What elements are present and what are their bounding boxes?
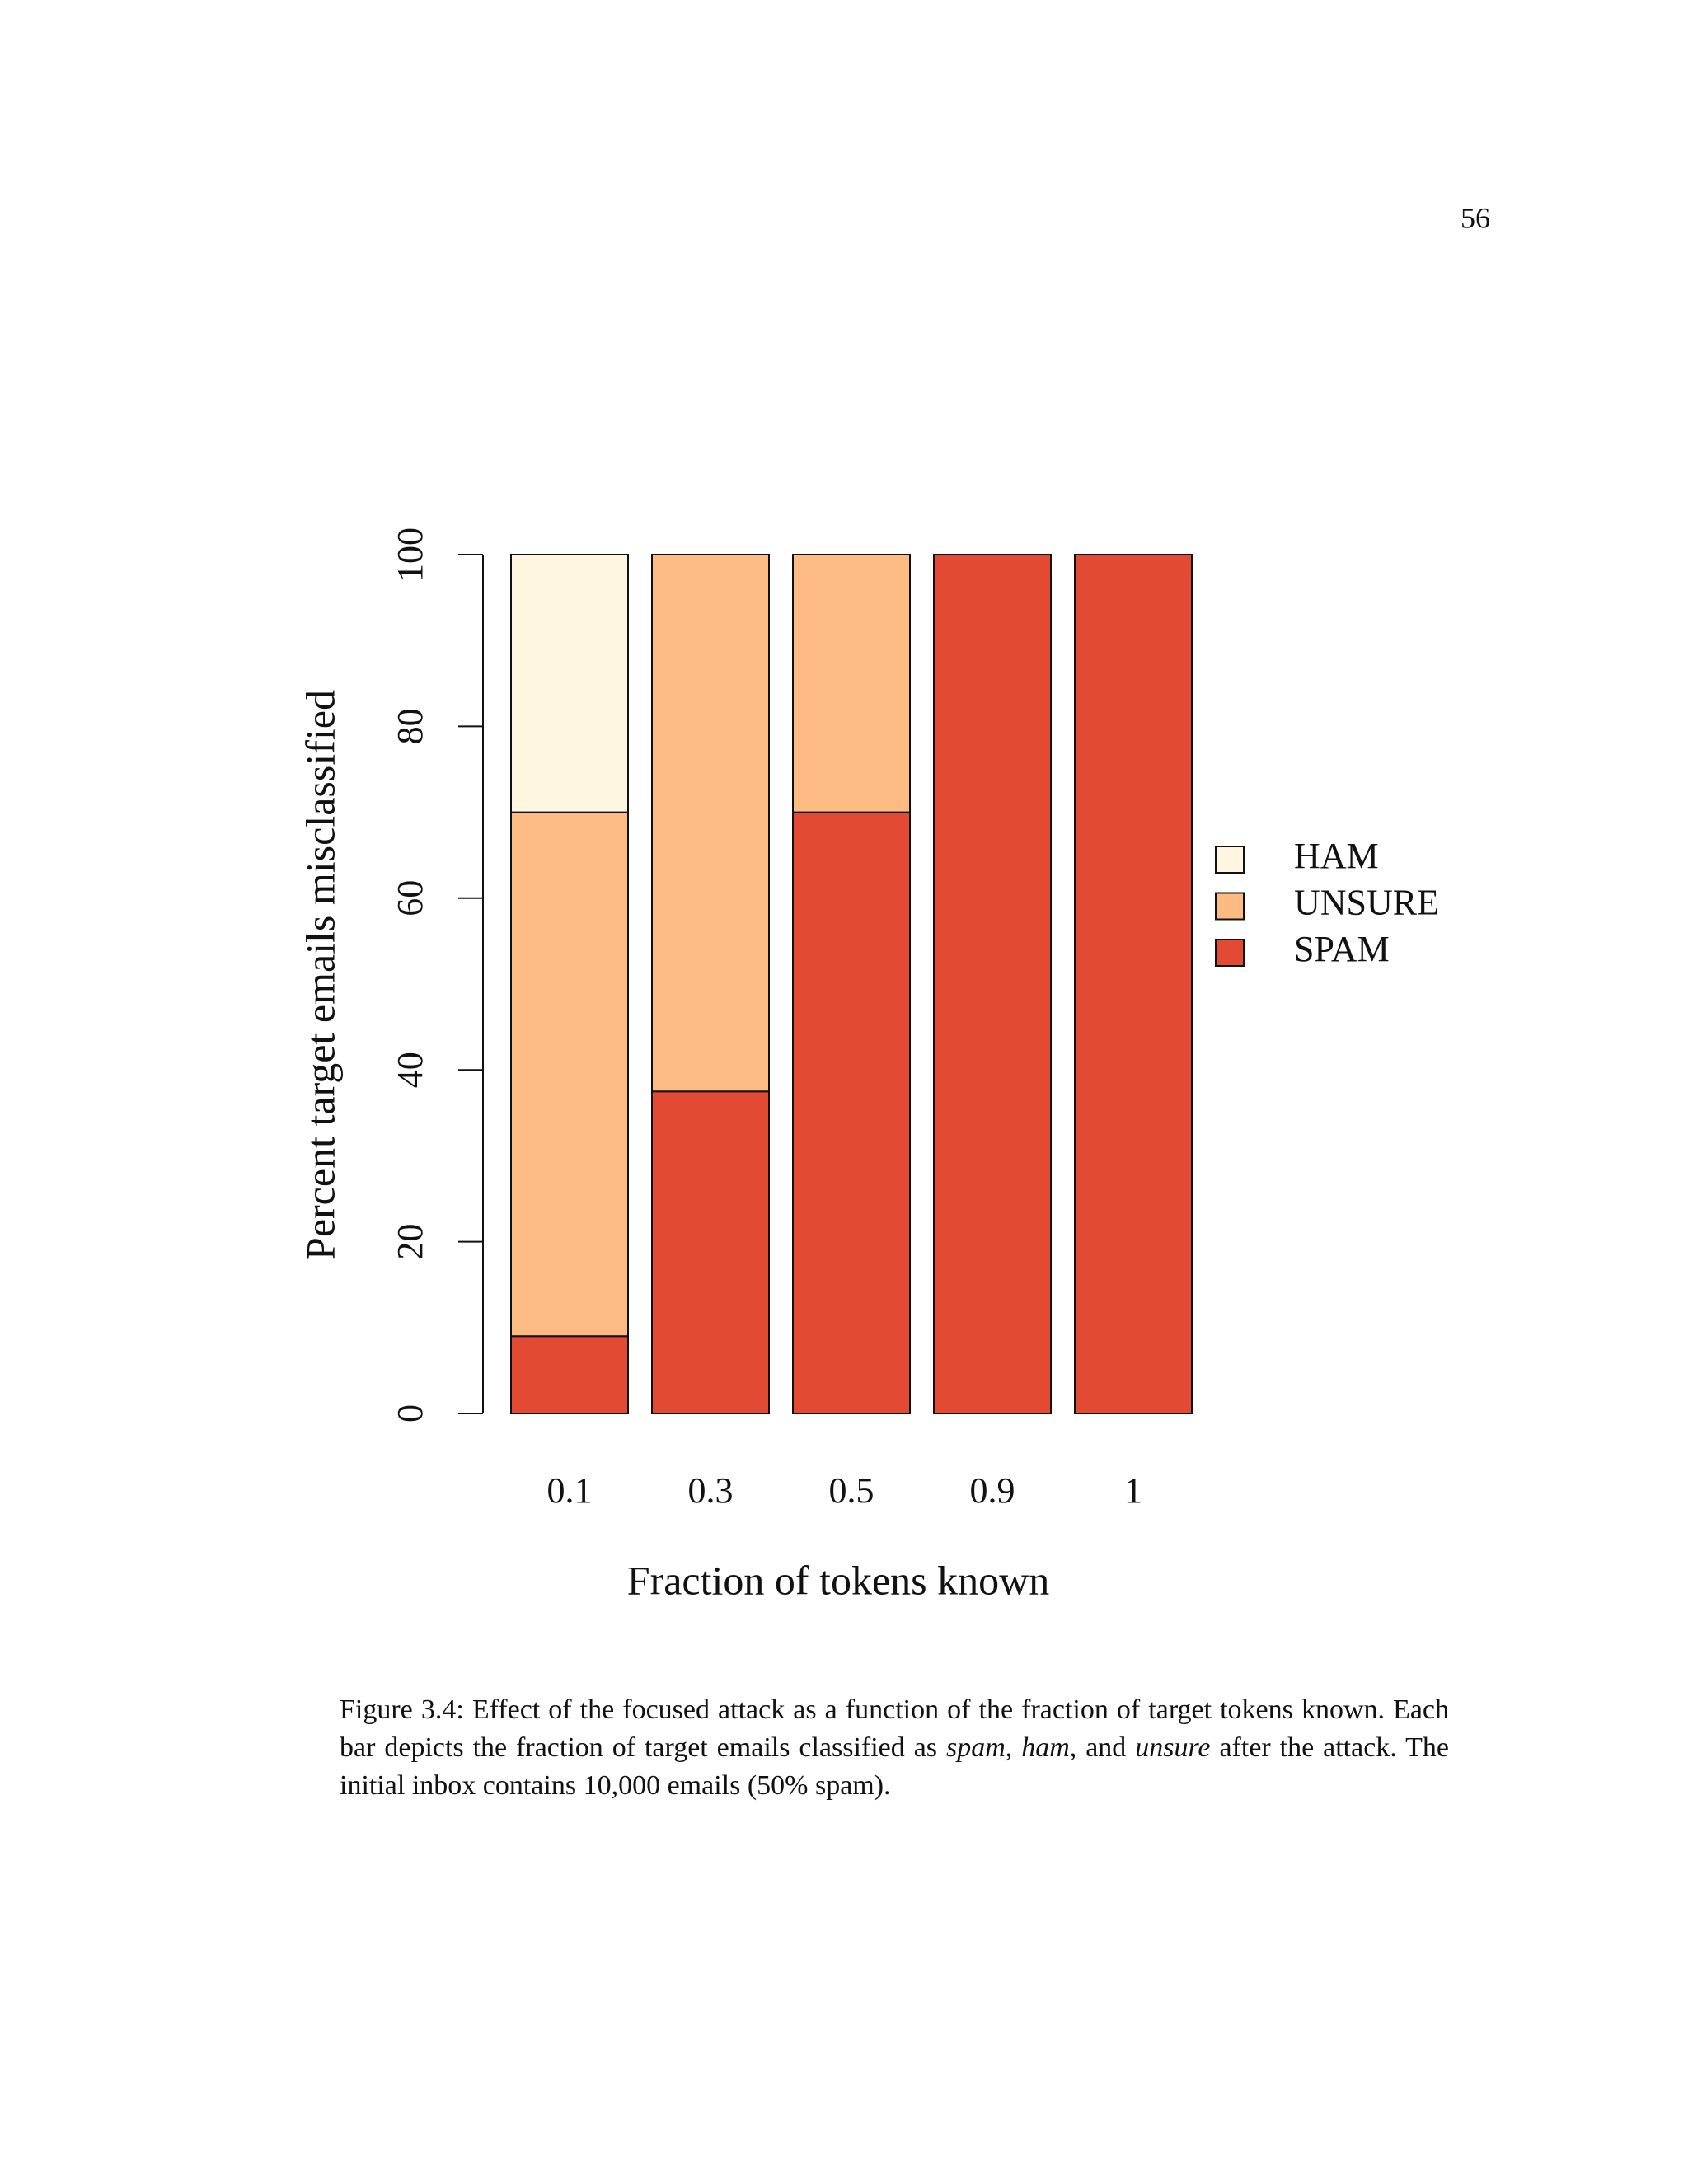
bar-segment <box>510 811 629 1338</box>
figure-caption: Figure 3.4: Effect of the focused attack… <box>340 1691 1449 1805</box>
legend-swatch <box>1215 846 1245 874</box>
legend-label: UNSURE <box>1294 883 1439 923</box>
x-tick-label: 1 <box>1124 1470 1142 1511</box>
x-tick-label: 0.5 <box>829 1470 874 1511</box>
x-tick-label: 0.3 <box>688 1470 734 1511</box>
bar-segment <box>510 554 629 813</box>
x-axis-label: Fraction of tokens known <box>627 1557 1049 1603</box>
y-tick-label: 20 <box>390 1224 430 1260</box>
bar-segment <box>651 554 770 1093</box>
caption-run: ham <box>1021 1732 1070 1763</box>
bar-segment <box>1074 554 1193 1414</box>
caption-run: , and <box>1069 1732 1136 1763</box>
y-tick-label: 60 <box>390 880 430 916</box>
bar-segment <box>510 1335 629 1414</box>
legend-swatch <box>1215 939 1245 967</box>
caption-run: Figure 3.4: Effect of the focused attack… <box>340 1694 1449 1763</box>
caption-run: spam <box>945 1732 1006 1763</box>
legend-swatch <box>1215 892 1245 921</box>
caption-run: after the attack. The initial inbox cont… <box>340 1732 1449 1801</box>
bar-segment <box>933 554 1052 1414</box>
x-tick-label: 0.9 <box>970 1470 1015 1511</box>
x-tick-label: 0.1 <box>547 1470 593 1511</box>
y-tick-label: 40 <box>390 1052 430 1088</box>
bar-segment <box>651 1090 770 1414</box>
chart: 56 Fraction of tokens known Percent targ… <box>297 201 1490 1603</box>
legend-label: SPAM <box>1294 929 1390 969</box>
caption-run: , <box>1005 1732 1022 1763</box>
y-tick-label: 0 <box>390 1404 430 1422</box>
legend-label: HAM <box>1294 836 1379 876</box>
page-number: 56 <box>1461 201 1490 234</box>
bar-segment <box>792 554 911 813</box>
caption-run: unsure <box>1135 1732 1211 1763</box>
bar-segment <box>792 811 911 1414</box>
y-axis-label: Percent target emails misclassified <box>297 690 343 1260</box>
y-tick-label: 100 <box>390 527 430 582</box>
y-tick-label: 80 <box>390 708 430 744</box>
